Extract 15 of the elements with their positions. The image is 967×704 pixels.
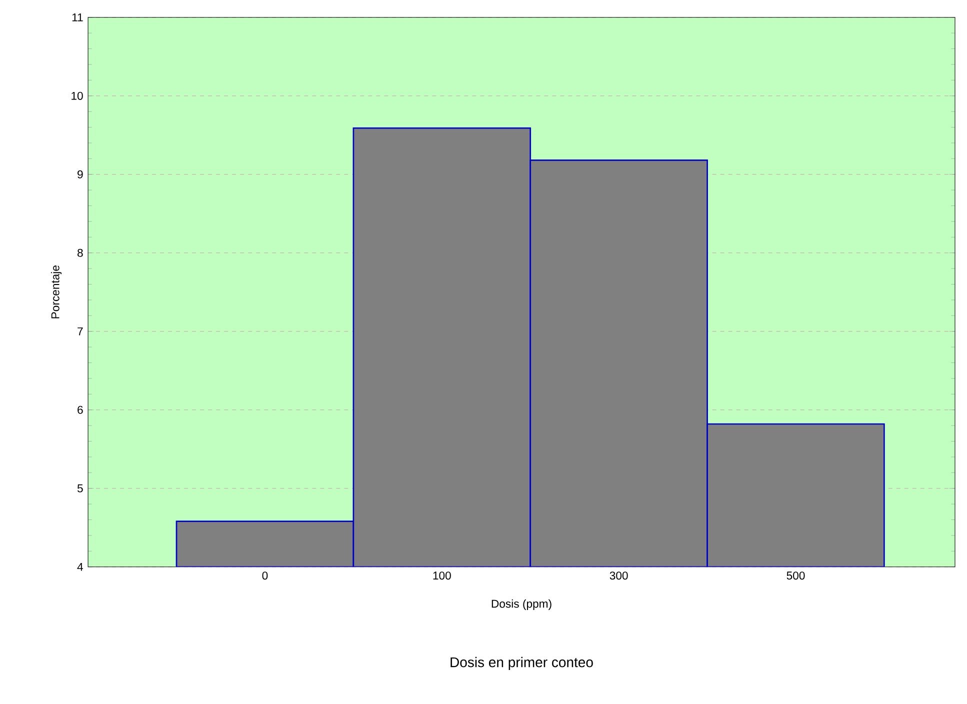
y-tick-label: 9	[78, 170, 83, 178]
x-tick-label: 100	[433, 571, 451, 580]
y-tick-label: 5	[77, 484, 83, 492]
y-tick-label: 4	[77, 562, 84, 571]
text: Dosis en primer conteo	[450, 656, 593, 670]
y-tick-label: 6	[78, 406, 83, 414]
y-tick-label: 10	[72, 92, 83, 100]
x-tick-label: 300	[610, 571, 628, 580]
x-axis-title: Dosis (ppm)	[492, 599, 552, 610]
x-tick-label: 500	[786, 571, 805, 580]
y-tick-label: 7	[78, 327, 83, 336]
y-tick-label: 11	[72, 13, 83, 22]
x-tick-label: 0	[262, 571, 268, 580]
y-axis-title: Porcentaje	[50, 265, 62, 318]
y-tick-label: 8	[78, 248, 83, 257]
